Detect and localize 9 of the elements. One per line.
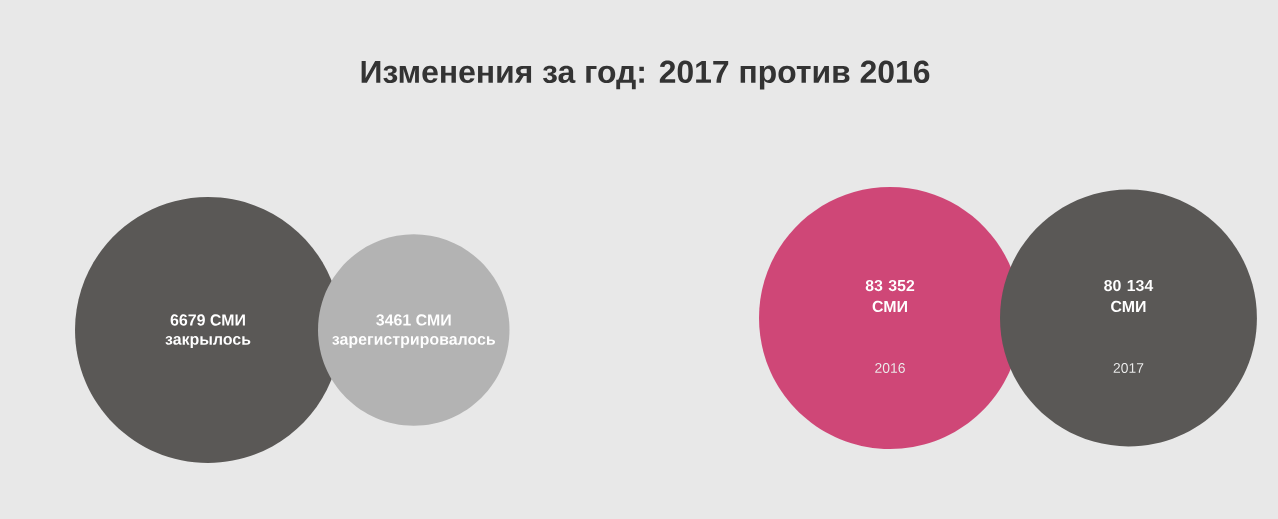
text: Изменения за год: 2017 против 2016 — [361, 60, 930, 90]
category-label: зарегистрировалось — [332, 336, 496, 348]
data-label: 3461 СМИ — [376, 314, 451, 326]
category-label: 2016 — [875, 363, 905, 373]
category-label: закрылось — [165, 336, 251, 348]
category-label: 2017 — [1113, 363, 1144, 373]
data-label: 83 352 СМИ — [865, 279, 915, 313]
data-label: 6679 СМИ — [170, 314, 245, 326]
data-label: 80 134 СМИ — [1104, 279, 1154, 313]
